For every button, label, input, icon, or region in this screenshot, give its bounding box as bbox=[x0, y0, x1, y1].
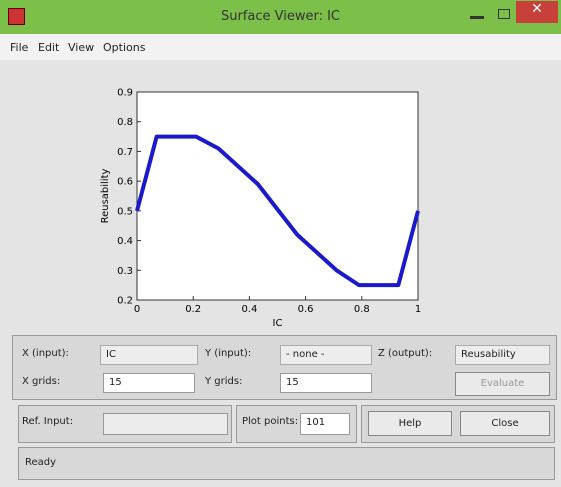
dropdown[interactable]: - none - bbox=[280, 345, 372, 365]
x-axis-label: IC bbox=[273, 318, 283, 329]
label: Y grids: bbox=[205, 376, 242, 387]
menu-item[interactable]: Options bbox=[103, 41, 145, 54]
input-value: 15 bbox=[286, 377, 299, 388]
plot-area bbox=[137, 92, 418, 300]
y-tick-label: 0.6 bbox=[117, 177, 133, 188]
y-axis-label: Reusability bbox=[100, 168, 111, 223]
x-tick-label: 0.6 bbox=[298, 304, 314, 315]
window-title: Surface Viewer: IC bbox=[0, 9, 561, 24]
menu-item[interactable]: Edit bbox=[38, 41, 59, 54]
text-input bbox=[103, 413, 228, 435]
label: Y (input): bbox=[205, 348, 251, 359]
y-tick-label: 0.7 bbox=[117, 147, 133, 158]
x-tick-label: 0.2 bbox=[185, 304, 201, 315]
label: Z (output): bbox=[378, 348, 432, 359]
y-tick-label: 0.4 bbox=[117, 236, 133, 247]
x-tick-label: 0.8 bbox=[354, 304, 370, 315]
label: Ref. Input: bbox=[22, 416, 73, 427]
menu-item[interactable]: File bbox=[10, 41, 28, 54]
dropdown[interactable]: Reusability bbox=[455, 345, 550, 365]
text-input[interactable]: 101 bbox=[300, 413, 350, 435]
y-tick-label: 0.9 bbox=[117, 88, 133, 99]
dropdown-value: IC bbox=[106, 349, 116, 360]
label: X grids: bbox=[22, 376, 60, 387]
status-bar bbox=[18, 447, 555, 480]
dropdown[interactable]: IC bbox=[100, 345, 198, 365]
x-tick-label: 0.4 bbox=[241, 304, 257, 315]
y-tick-label: 0.8 bbox=[117, 117, 133, 128]
input-value: 101 bbox=[306, 417, 325, 428]
label: X (input): bbox=[22, 348, 69, 359]
dropdown-value: Reusability bbox=[461, 349, 516, 360]
label: Plot points: bbox=[242, 416, 298, 427]
y-tick-label: 0.2 bbox=[117, 296, 133, 307]
dropdown-value: - none - bbox=[286, 349, 325, 360]
y-tick-label: 0.5 bbox=[117, 206, 133, 217]
x-tick-label: 1 bbox=[415, 304, 421, 315]
text-input[interactable]: 15 bbox=[103, 373, 195, 393]
x-tick-label: 0 bbox=[134, 304, 140, 315]
window: ✕ Surface Viewer: IC File Edit View Opti… bbox=[0, 0, 561, 487]
menu-item[interactable]: View bbox=[68, 41, 94, 54]
evaluate-button: Evaluate bbox=[455, 372, 550, 396]
y-tick-label: 0.3 bbox=[117, 266, 133, 277]
help-button[interactable]: Help bbox=[368, 411, 452, 436]
close-button[interactable]: Close bbox=[460, 411, 550, 436]
status-text: Ready bbox=[25, 457, 56, 468]
text-input[interactable]: 15 bbox=[280, 373, 372, 393]
input-value: 15 bbox=[109, 377, 122, 388]
